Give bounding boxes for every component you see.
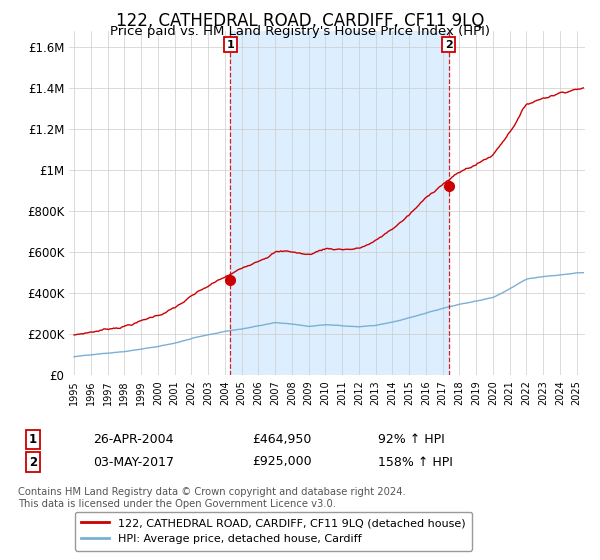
Text: 1: 1	[29, 433, 37, 446]
Text: 03-MAY-2017: 03-MAY-2017	[93, 455, 174, 469]
Text: 2: 2	[29, 455, 37, 469]
Text: £464,950: £464,950	[252, 433, 311, 446]
Text: 122, CATHEDRAL ROAD, CARDIFF, CF11 9LQ: 122, CATHEDRAL ROAD, CARDIFF, CF11 9LQ	[116, 12, 484, 30]
Bar	[230, 31, 449, 375]
Text: £925,000: £925,000	[252, 455, 311, 469]
Text: Price paid vs. HM Land Registry's House Price Index (HPI): Price paid vs. HM Land Registry's House …	[110, 25, 490, 38]
Legend: 122, CATHEDRAL ROAD, CARDIFF, CF11 9LQ (detached house), HPI: Average price, det: 122, CATHEDRAL ROAD, CARDIFF, CF11 9LQ (…	[74, 512, 472, 550]
Text: 92% ↑ HPI: 92% ↑ HPI	[378, 433, 445, 446]
Text: Contains HM Land Registry data © Crown copyright and database right 2024.
This d: Contains HM Land Registry data © Crown c…	[18, 487, 406, 509]
Text: 158% ↑ HPI: 158% ↑ HPI	[378, 455, 453, 469]
Text: 26-APR-2004: 26-APR-2004	[93, 433, 173, 446]
Text: 1: 1	[226, 40, 234, 50]
Text: 2: 2	[445, 40, 452, 50]
